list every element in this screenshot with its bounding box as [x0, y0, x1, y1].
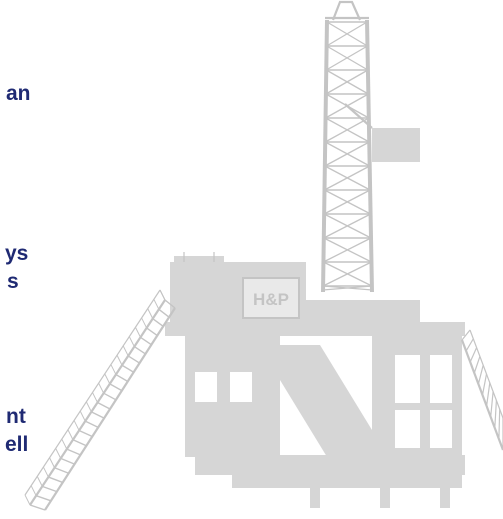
text-fragment-ys: ys — [5, 242, 29, 265]
rig-substructure-brace — [280, 345, 372, 470]
rig-stairs-right-steps — [461, 329, 503, 450]
rig-logo-text: H&P — [253, 290, 289, 309]
rig-substructure-windows — [195, 355, 452, 448]
text-fragment-an: an — [6, 82, 31, 105]
rig-logo-panel — [242, 277, 300, 319]
rig-base-legs — [310, 488, 450, 508]
text-fragment-nt: nt — [6, 405, 26, 428]
rig-stairs-left — [24, 289, 176, 511]
rig-mast-braces — [322, 21, 373, 291]
rig-stairs-left-steps — [24, 289, 176, 511]
rig-mast — [321, 0, 374, 293]
text-fragment-s: s — [7, 270, 19, 293]
rig-monkey-board — [372, 128, 420, 162]
text-fragment-ell: ell — [5, 433, 29, 456]
